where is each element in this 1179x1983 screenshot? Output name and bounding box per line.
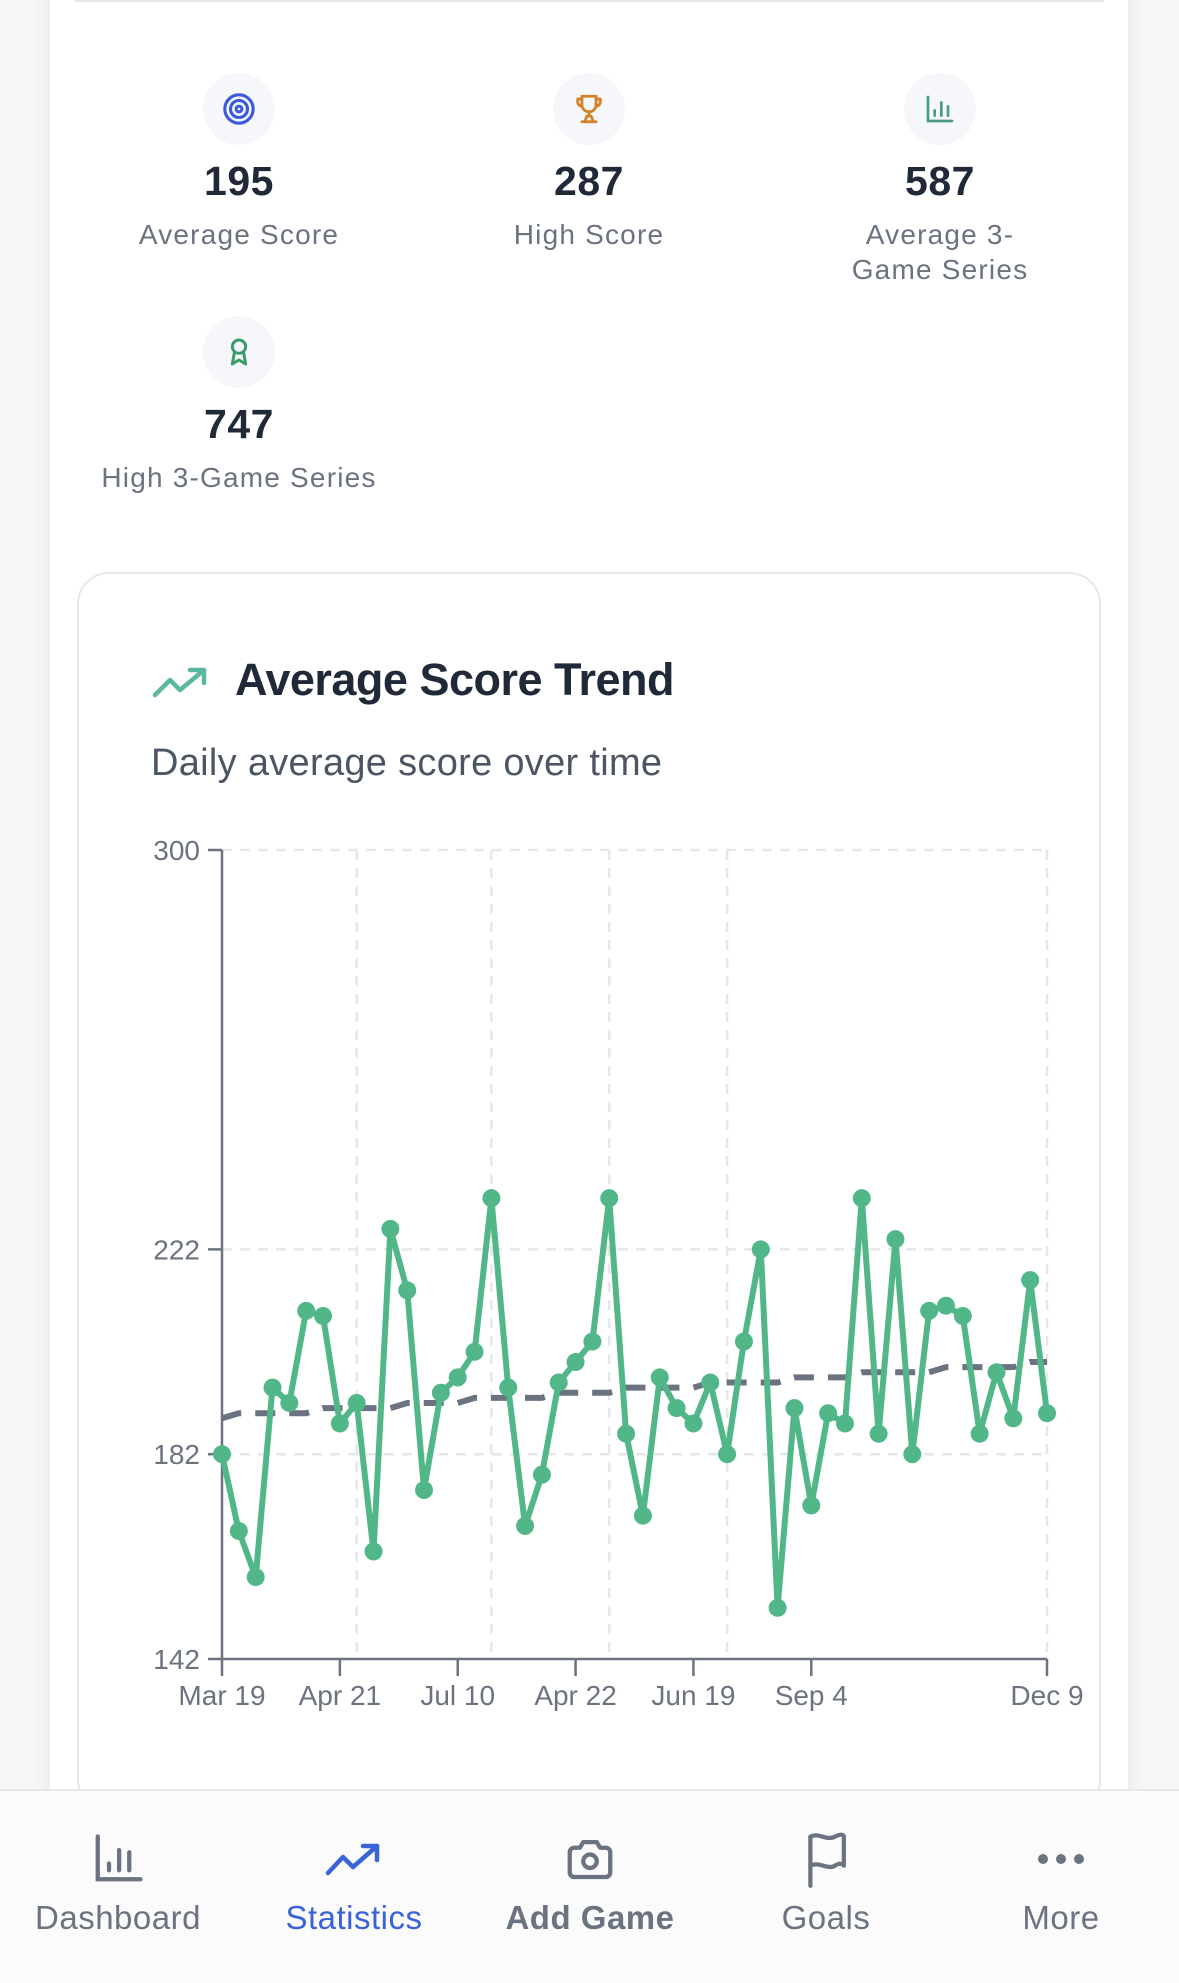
data-point[interactable]: [600, 1189, 619, 1208]
data-point[interactable]: [970, 1424, 989, 1443]
nav-label: More: [1022, 1899, 1100, 1936]
section-divider: [75, 0, 1104, 2]
nav-goals[interactable]: Goals: [708, 1791, 944, 1983]
stat-label: Average Score: [138, 219, 340, 250]
target-icon: [203, 73, 275, 145]
nav-statistics[interactable]: Statistics: [236, 1791, 472, 1983]
data-point[interactable]: [549, 1373, 568, 1392]
data-point[interactable]: [886, 1230, 905, 1249]
data-point[interactable]: [263, 1378, 282, 1397]
data-point[interactable]: [920, 1301, 939, 1320]
data-point[interactable]: [330, 1414, 349, 1433]
average-score-trend-card: [77, 572, 1101, 1812]
data-point[interactable]: [852, 1189, 871, 1208]
data-point[interactable]: [398, 1281, 417, 1300]
x-tick-label: Dec 9: [1010, 1680, 1083, 1711]
data-point[interactable]: [819, 1404, 838, 1423]
nav-dashboard[interactable]: Dashboard: [0, 1791, 236, 1983]
data-point[interactable]: [229, 1521, 248, 1540]
data-point[interactable]: [667, 1399, 686, 1418]
nav-more[interactable]: More: [943, 1791, 1179, 1983]
data-point[interactable]: [415, 1481, 434, 1500]
chart-subtitle: Daily average score over time: [151, 742, 663, 784]
data-point[interactable]: [734, 1332, 753, 1351]
data-point[interactable]: [1038, 1404, 1056, 1423]
data-point[interactable]: [1004, 1409, 1023, 1428]
data-point[interactable]: [532, 1465, 551, 1484]
data-point[interactable]: [701, 1373, 720, 1392]
stat-label: Average 3-Game Series: [851, 219, 1029, 285]
data-point[interactable]: [516, 1516, 535, 1535]
x-tick-label: Apr 22: [534, 1680, 617, 1711]
data-point[interactable]: [785, 1399, 804, 1418]
data-point[interactable]: [213, 1445, 231, 1464]
stat-value: 747: [204, 401, 274, 447]
camera-icon: [560, 1829, 620, 1889]
data-point[interactable]: [869, 1424, 888, 1443]
nav-add-game[interactable]: Add Game: [472, 1791, 708, 1983]
nav-label: Goals: [781, 1899, 871, 1936]
data-point[interactable]: [953, 1306, 972, 1325]
bar-chart-icon: [88, 1829, 148, 1889]
x-tick-label: Mar 19: [178, 1680, 265, 1711]
chart-title: Average Score Trend: [235, 654, 675, 705]
data-point[interactable]: [835, 1414, 854, 1433]
data-point[interactable]: [936, 1296, 955, 1315]
data-point[interactable]: [650, 1368, 669, 1387]
data-point[interactable]: [718, 1445, 737, 1464]
trending-up-icon: [152, 652, 210, 712]
data-point[interactable]: [1021, 1271, 1040, 1290]
data-point[interactable]: [347, 1393, 366, 1412]
stat-value: 287: [554, 158, 624, 204]
trophy-icon: [553, 73, 625, 145]
data-point[interactable]: [633, 1506, 652, 1525]
award-icon: [203, 316, 275, 388]
data-point[interactable]: [314, 1306, 333, 1325]
data-point[interactable]: [465, 1342, 484, 1361]
y-tick-label: 222: [153, 1234, 200, 1265]
average-score-line-chart: 142 182 222 300 Mar 19 Apr 21 Jul 10 Apr 22 Jun …: [153, 835, 1083, 1711]
data-point[interactable]: [499, 1378, 518, 1397]
data-point[interactable]: [802, 1496, 821, 1515]
stat-label: High Score: [513, 219, 665, 250]
data-point[interactable]: [364, 1542, 383, 1561]
nav-label: Add Game: [505, 1899, 675, 1936]
data-point[interactable]: [768, 1598, 787, 1617]
bottom-navigation: Dashboard Statistics Add Game Goals: [0, 1789, 1179, 1983]
x-tick-label: Sep 4: [775, 1680, 848, 1711]
y-tick-label: 182: [153, 1439, 200, 1470]
data-point[interactable]: [448, 1368, 467, 1387]
stat-value: 587: [905, 158, 975, 204]
data-point[interactable]: [280, 1393, 299, 1412]
data-point[interactable]: [617, 1424, 636, 1443]
data-point[interactable]: [431, 1383, 450, 1402]
data-point[interactable]: [297, 1301, 316, 1320]
data-point[interactable]: [751, 1240, 770, 1259]
more-horizontal-icon: [1031, 1829, 1091, 1889]
data-point[interactable]: [246, 1568, 265, 1587]
nav-label: Dashboard: [35, 1899, 201, 1936]
trending-up-icon: [324, 1829, 384, 1889]
data-point[interactable]: [566, 1353, 585, 1372]
flag-icon: [796, 1829, 856, 1889]
data-point[interactable]: [482, 1189, 501, 1208]
bar-chart-icon: [904, 73, 976, 145]
x-tick-label: Jun 19: [651, 1680, 735, 1711]
score-line: [219, 1195, 1050, 1611]
stat-value: 195: [204, 158, 274, 204]
x-tick-label: Jul 10: [420, 1680, 495, 1711]
nav-label: Statistics: [285, 1899, 423, 1936]
y-tick-label: 300: [153, 835, 200, 866]
data-point[interactable]: [987, 1363, 1006, 1382]
data-point[interactable]: [684, 1414, 703, 1433]
data-point[interactable]: [583, 1332, 602, 1351]
y-tick-label: 142: [153, 1644, 200, 1675]
data-point[interactable]: [903, 1445, 922, 1464]
x-tick-label: Apr 21: [299, 1680, 382, 1711]
stat-label: High 3-Game Series: [101, 462, 377, 493]
data-point[interactable]: [381, 1219, 400, 1238]
